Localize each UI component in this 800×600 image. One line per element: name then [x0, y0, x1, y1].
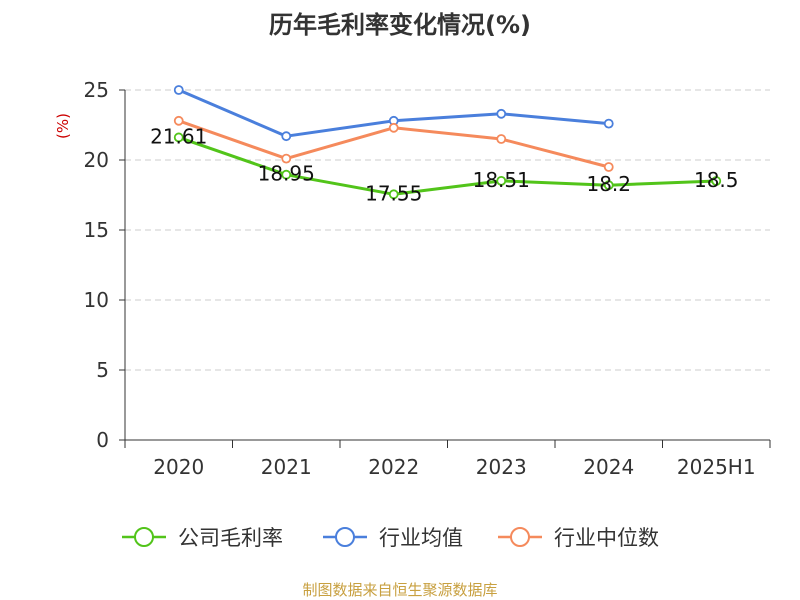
x-tick-label: 2020: [153, 455, 204, 479]
data-point[interactable]: [173, 132, 184, 143]
data-point[interactable]: [281, 153, 292, 164]
legend-circle-icon: [510, 527, 530, 547]
legend-label: 行业中位数: [554, 526, 659, 550]
legend[interactable]: 公司毛利率 行业均值 行业中位数: [122, 526, 659, 550]
data-point[interactable]: [603, 180, 614, 191]
y-tick-label: 15: [84, 218, 109, 242]
data-label: 18.95: [258, 162, 315, 186]
series-line: [178, 136, 717, 196]
source-note: 制图数据来自恒生聚源数据库: [302, 581, 497, 599]
x-tick-label: 2021: [261, 455, 312, 479]
data-point[interactable]: [496, 108, 507, 119]
legend-circle-icon: [134, 527, 154, 547]
axes: 0 5 10 15 20 25 2020 2021 2022 2023 2024 2025H1: [84, 78, 771, 479]
y-tick-label: 20: [84, 148, 109, 172]
data-point[interactable]: [603, 118, 614, 129]
data-point[interactable]: [281, 131, 292, 142]
data-point[interactable]: [281, 169, 292, 180]
data-labels: 21.61 18.95 17.55 18.51 18.2 18.5: [150, 124, 738, 205]
x-tick-label: 2024: [583, 455, 634, 479]
x-tick-label: 2025H1: [677, 455, 756, 479]
y-tick-label: 10: [84, 288, 109, 312]
legend-item[interactable]: 行业均值: [323, 526, 463, 550]
data-point[interactable]: [388, 189, 399, 200]
legend-label: 公司毛利率: [178, 526, 283, 550]
y-tick-label: 5: [96, 358, 109, 382]
legend-item[interactable]: 公司毛利率: [122, 526, 283, 550]
data-point[interactable]: [496, 134, 507, 144]
data-label: 18.51: [473, 168, 530, 192]
series: [173, 85, 722, 200]
data-point[interactable]: [388, 122, 399, 133]
y-axis-label: (%): [54, 113, 72, 139]
x-tick-label: 2022: [368, 455, 419, 479]
legend-item[interactable]: 行业中位数: [498, 526, 659, 550]
legend-label: 行业均值: [379, 526, 463, 550]
data-label: 18.2: [586, 172, 631, 196]
legend-circle-icon: [335, 527, 355, 547]
data-point[interactable]: [496, 175, 507, 186]
x-tick-label: 2023: [476, 455, 527, 479]
data-point[interactable]: [173, 85, 184, 95]
y-tick-label: 0: [96, 428, 109, 452]
data-label: 21.61: [150, 124, 207, 148]
data-label: 17.55: [365, 181, 422, 205]
data-point[interactable]: [173, 115, 184, 126]
grid: [125, 89, 770, 371]
chart-title: 历年毛利率变化情况(%): [269, 11, 531, 39]
y-tick-label: 25: [84, 78, 109, 102]
data-point[interactable]: [711, 176, 722, 186]
data-label: 18.5: [694, 168, 739, 192]
data-point[interactable]: [603, 162, 614, 172]
